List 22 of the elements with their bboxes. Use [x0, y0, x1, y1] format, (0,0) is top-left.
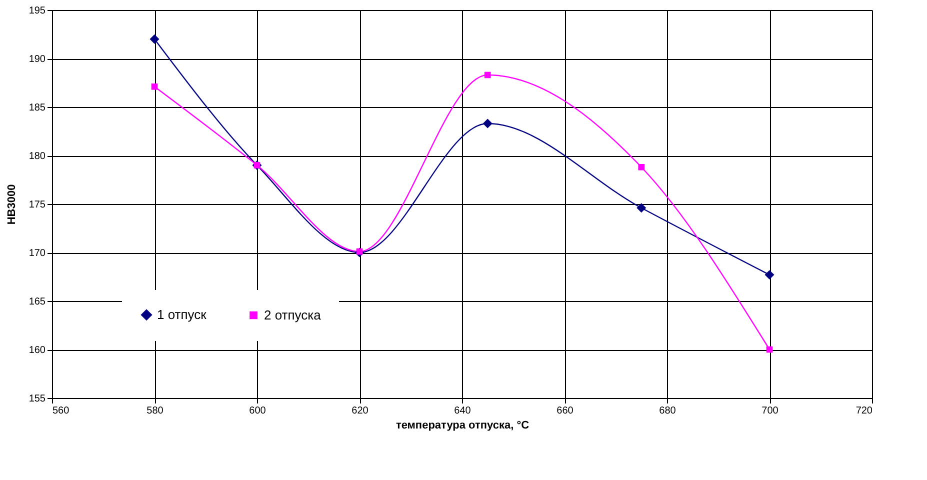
x-tick-label: 720 — [856, 406, 873, 416]
legend-label: 2 отпуска — [264, 307, 322, 322]
y-tick-label: 170 — [28, 248, 46, 259]
y-tick-label: 190 — [28, 54, 46, 65]
y-tick-label: 155 — [28, 394, 46, 404]
y-tick-label: 180 — [28, 151, 46, 162]
x-axis-title: температура отпуска, °C — [396, 420, 530, 432]
y-tick-label: 165 — [28, 296, 46, 308]
y-tick-label: 195 — [28, 6, 46, 16]
legend-label: 1 отпуск — [157, 306, 207, 322]
x-tick-label: 560 — [52, 406, 70, 416]
y-tick-label: 175 — [28, 200, 46, 210]
x-tick-label: 660 — [556, 406, 574, 416]
x-tick-label: 680 — [659, 406, 676, 416]
x-tick-label: 640 — [454, 406, 472, 416]
y-tick-label: 160 — [28, 345, 46, 356]
x-tick-label: 580 — [146, 406, 164, 416]
x-tick-label: 700 — [762, 406, 779, 416]
y-axis-title: HB3000 — [6, 184, 18, 225]
x-tick-label: 620 — [352, 406, 369, 416]
x-tick-label: 600 — [249, 406, 266, 416]
y-tick-label: 185 — [28, 102, 46, 114]
